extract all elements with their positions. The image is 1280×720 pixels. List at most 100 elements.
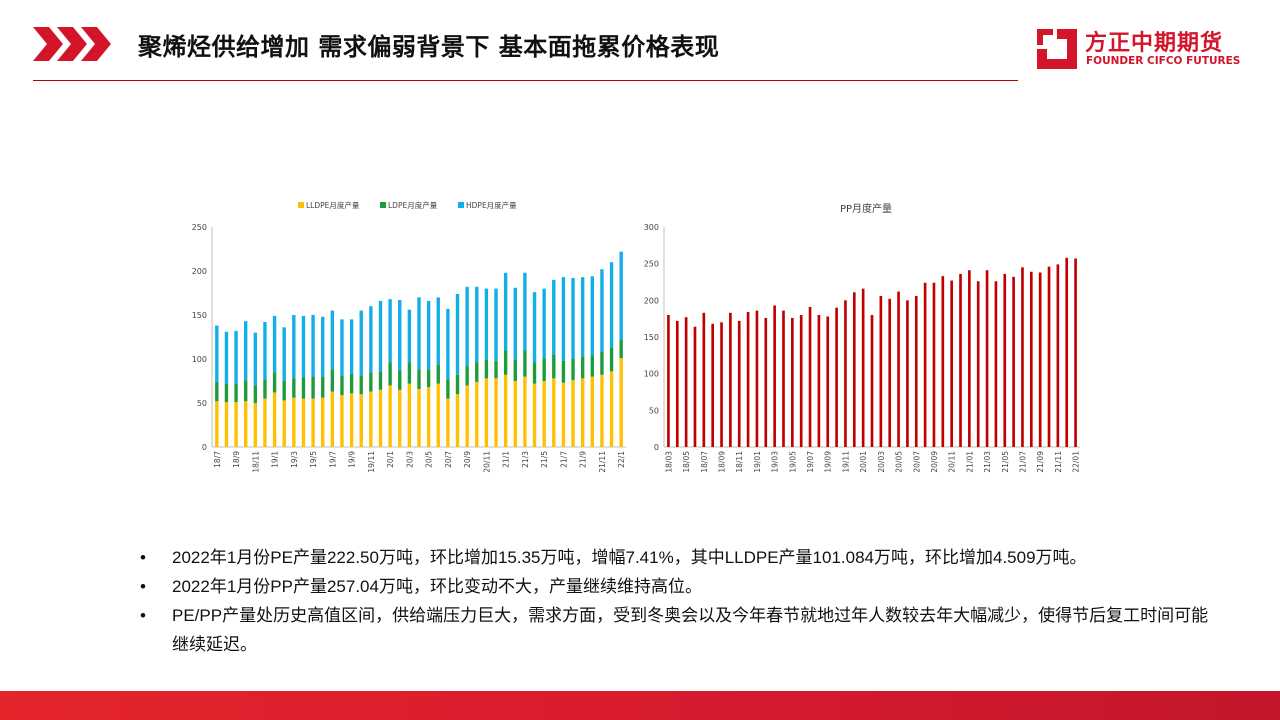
- bar-segment: [436, 364, 440, 384]
- bar-segment: [378, 371, 383, 390]
- x-tick-label: 21/7: [559, 451, 568, 468]
- bar-segment: [552, 378, 556, 447]
- y-tick-label: 50: [197, 399, 207, 408]
- bar-segment: [369, 306, 373, 373]
- bar-segment: [729, 312, 732, 447]
- bar-segment: [446, 379, 450, 399]
- bar-segment: [844, 300, 847, 447]
- bar-segment: [244, 380, 248, 402]
- bar-segment: [224, 383, 229, 403]
- bar-segment: [513, 359, 517, 381]
- bar-segment: [484, 359, 489, 379]
- pe-production-chart: LLDPE月度产量 LDPE月度产量 HDPE月度产量 0 50 100 150 200 250…: [180, 190, 630, 490]
- bar-segment: [272, 392, 277, 447]
- bar-segment: [311, 376, 315, 399]
- bar-segment: [590, 276, 594, 356]
- y-tick-label: 100: [192, 355, 207, 364]
- legend-swatch: [380, 202, 386, 208]
- x-tick-label: 19/11: [367, 451, 376, 473]
- y-tick-label: 50: [649, 406, 659, 415]
- bar-segment: [301, 398, 306, 447]
- bar-segment: [782, 310, 785, 447]
- bar-segment: [1065, 257, 1069, 447]
- bar-segment: [941, 276, 945, 447]
- bar-segment: [215, 401, 219, 447]
- bar-segment: [693, 326, 697, 447]
- bar-segment: [897, 291, 900, 447]
- bar-segment: [398, 370, 402, 390]
- bar-segment: [263, 322, 267, 380]
- bar-segment: [475, 381, 479, 447]
- bar-segment: [619, 339, 623, 359]
- x-tick-label: 20/3: [405, 451, 414, 468]
- bar-segment: [330, 310, 335, 370]
- bar-segment: [542, 288, 546, 359]
- bar-segment: [542, 381, 546, 447]
- pp-chart-svg: PP月度产量 0 50 100 150 200 250 300 18/03 18/05 18/07 1…: [644, 202, 1081, 473]
- bar-segment: [994, 281, 998, 447]
- bar-segment: [398, 300, 402, 371]
- bar-segment: [523, 272, 527, 351]
- bar-segment: [234, 402, 238, 447]
- bar-segment: [609, 371, 614, 447]
- bar-segment: [282, 327, 286, 381]
- bar-segment: [475, 286, 479, 363]
- x-tick-label: 21/5: [540, 451, 549, 468]
- bar-segment: [513, 287, 517, 360]
- bar-segment: [388, 385, 392, 447]
- bar-segment: [571, 278, 575, 359]
- bar-segment: [580, 356, 585, 379]
- bar-segment: [369, 372, 373, 392]
- bar-segment: [571, 380, 575, 447]
- bar-segment: [465, 385, 469, 447]
- bar-segment: [513, 381, 517, 447]
- bar-segment: [234, 383, 238, 403]
- bar-segment: [571, 359, 575, 381]
- x-tick-label: 20/7: [444, 451, 453, 468]
- x-tick-label: 18/7: [213, 451, 222, 468]
- logo-text-en: FOUNDER CIFCO FUTURES: [1086, 55, 1241, 67]
- bar-segment: [888, 298, 892, 447]
- bar-segment: [764, 317, 768, 447]
- bar-segment: [215, 381, 219, 402]
- bar-segment: [817, 315, 821, 447]
- bar-segment: [340, 319, 344, 376]
- bar-segment: [523, 376, 527, 447]
- y-tick-label: 100: [644, 370, 659, 379]
- bar-segment: [561, 277, 566, 361]
- bar-segment: [455, 394, 460, 447]
- bar-segment: [292, 397, 296, 447]
- bar-segment: [388, 362, 392, 386]
- bar-segment: [330, 369, 335, 392]
- x-tick-label: 21/9: [579, 451, 588, 468]
- x-tick-label: 20/03: [877, 451, 886, 473]
- pe-chart-svg: LLDPE月度产量 LDPE月度产量 HDPE月度产量 0 50 100 150 200 250…: [192, 200, 626, 473]
- x-tick-label: 21/07: [1018, 451, 1027, 473]
- bar-segment: [791, 317, 794, 447]
- bar-segment: [1021, 267, 1024, 447]
- x-tick-label: 19/09: [824, 451, 833, 473]
- bar-segment: [301, 315, 306, 378]
- bar-segment: [311, 315, 315, 377]
- bar-segment: [263, 398, 267, 447]
- bar-segment: [914, 295, 918, 447]
- y-tick-label: 0: [654, 443, 659, 452]
- bar-segment: [417, 369, 421, 389]
- legend-swatch: [298, 202, 304, 208]
- bar-segment: [484, 378, 489, 447]
- y-tick-label: 200: [192, 267, 207, 276]
- bar-segment: [985, 270, 989, 447]
- x-tick-label: 20/11: [948, 451, 957, 473]
- bar-segment: [532, 362, 537, 384]
- x-tick-label: 20/5: [425, 451, 434, 468]
- bar-segment: [799, 315, 803, 447]
- x-tick-label: 19/1: [271, 451, 280, 468]
- bar-segment: [861, 288, 865, 447]
- bar-segment: [359, 310, 363, 376]
- bar-segment: [959, 273, 962, 447]
- legend-swatch: [458, 202, 464, 208]
- bar-segment: [253, 332, 258, 386]
- bar-segment: [253, 403, 258, 447]
- bar-segment: [215, 325, 219, 382]
- bar-segment: [426, 300, 431, 370]
